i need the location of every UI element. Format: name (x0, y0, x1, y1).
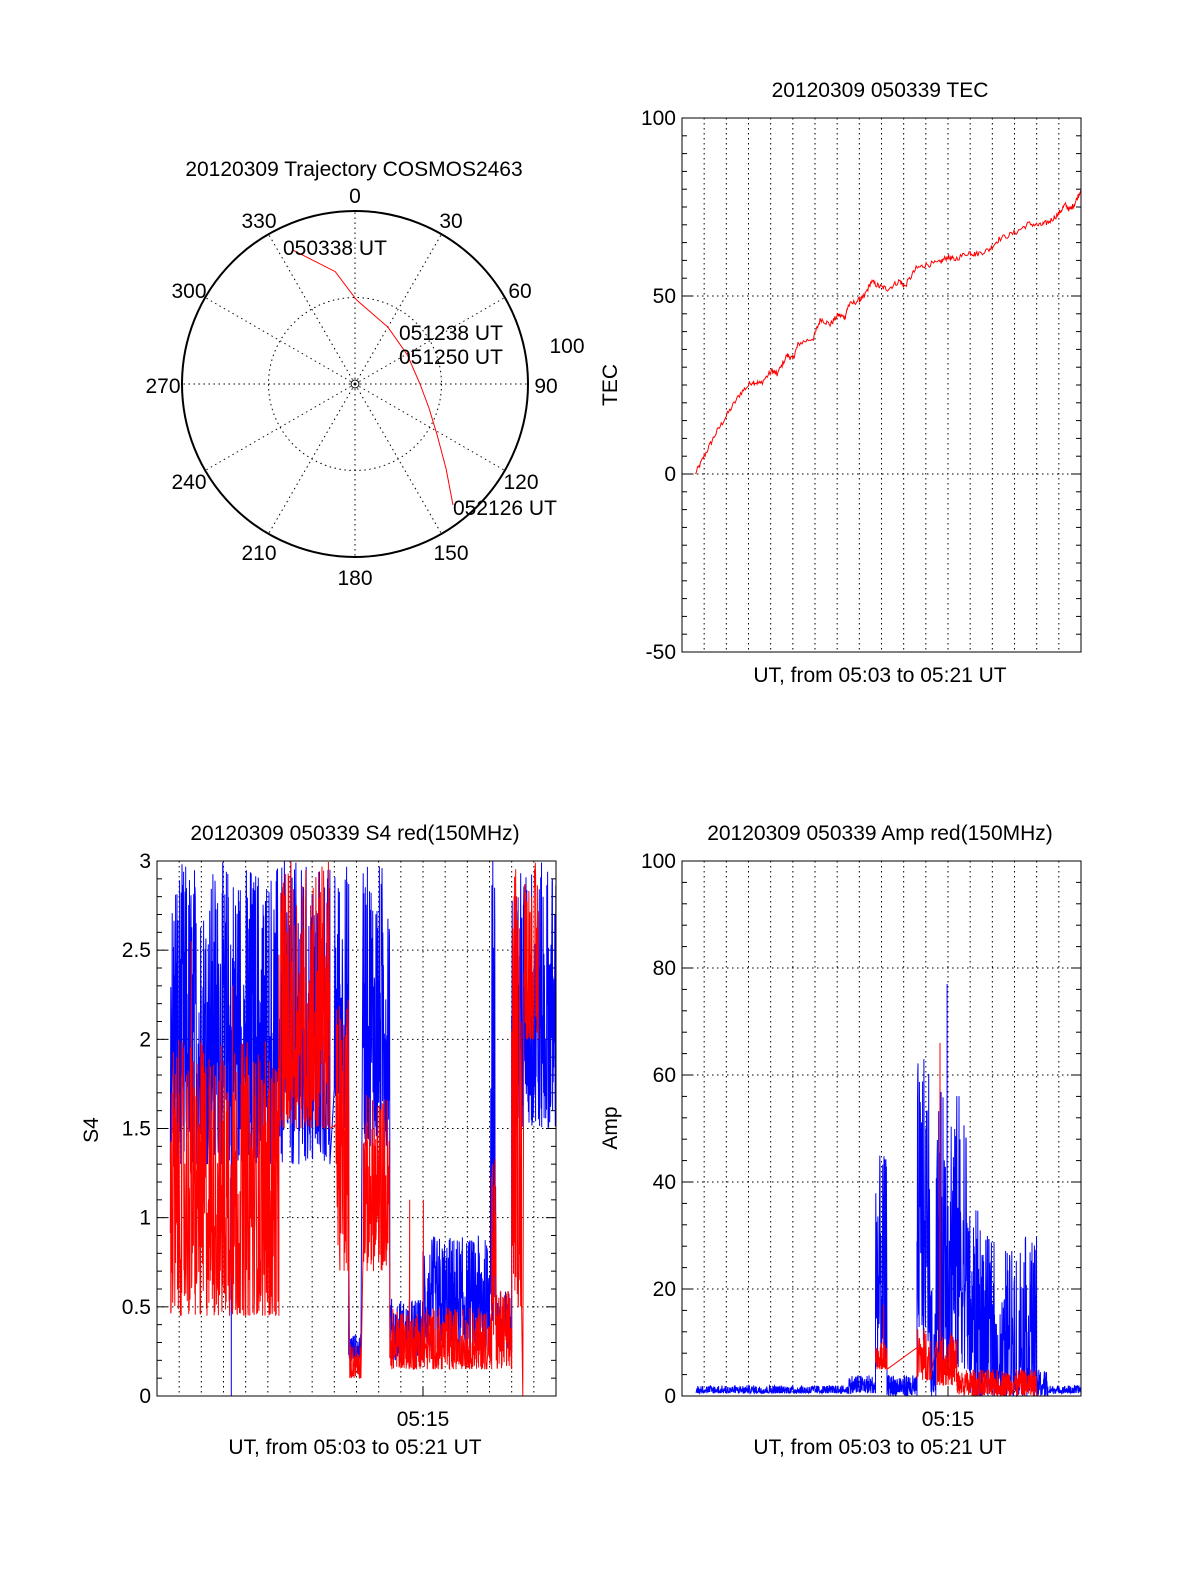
amp-series-blue (695, 983, 1082, 1398)
tec-x-axis-label: UT, from 05:03 to 05:21 UT (753, 664, 1006, 687)
tec-y-tick-label: -50 (646, 641, 676, 664)
amp-x-axis-label: UT, from 05:03 to 05:21 UT (753, 1436, 1006, 1459)
s4-chart: 20120309 050339 S4 red(150MHz) S4 UT, fr… (80, 822, 557, 1459)
polar-outer-circle (181, 210, 529, 558)
amp-y-tick-label: 80 (653, 957, 676, 980)
trajectory-mid-label-a: 051238 UT (399, 322, 503, 345)
angle-label-180: 180 (337, 567, 372, 590)
trajectory-start-label: 050338 UT (283, 237, 387, 260)
tec-plot-frame (681, 117, 1082, 653)
polar-spoke-30 (354, 233, 442, 385)
tec-y-tick-label: 100 (641, 107, 676, 130)
polar-spoke-330 (268, 233, 356, 385)
amp-y-tick-label: 100 (641, 850, 676, 873)
s4-y-tick-label: 1 (139, 1207, 151, 1230)
angle-label-30: 30 (439, 210, 462, 233)
s4-title: 20120309 050339 S4 red(150MHz) (190, 822, 519, 845)
s4-y-tick-label: 3 (139, 850, 151, 873)
amp-x-tick-label: 05:15 (922, 1408, 975, 1431)
s4-x-tick-label: 05:15 (397, 1408, 450, 1431)
s4-plot-frame (156, 860, 557, 1397)
tec-y-tick-label: 50 (653, 285, 676, 308)
amp-plot-frame (681, 860, 1082, 1397)
angle-label-210: 210 (241, 542, 276, 565)
angle-label-150: 150 (433, 542, 468, 565)
angle-label-0: 0 (349, 185, 361, 208)
amp-y-tick-label: 40 (653, 1171, 676, 1194)
amp-title: 20120309 050339 Amp red(150MHz) (707, 822, 1053, 845)
s4-y-tick-label: 1.5 (122, 1118, 151, 1141)
polar-center-mark (350, 379, 360, 389)
polar-trajectory-chart: 20120309 Trajectory COSMOS2463 0 30 60 9… (145, 158, 584, 590)
s4-x-axis-label: UT, from 05:03 to 05:21 UT (228, 1436, 481, 1459)
tec-y-tick-label: 0 (664, 463, 676, 486)
s4-y-tick-label: 0.5 (122, 1296, 151, 1319)
tec-y-axis-label: TEC (599, 364, 622, 406)
polar-grid (182, 211, 528, 557)
polar-spoke-300 (204, 297, 356, 385)
radius-label: 100 (549, 335, 584, 358)
trajectory-mid-label-b: 051250 UT (399, 346, 503, 369)
trajectory-line (292, 249, 454, 506)
amp-chart: 20120309 050339 Amp red(150MHz) Amp UT, … (599, 822, 1082, 1459)
amp-y-tick-label: 60 (653, 1064, 676, 1087)
s4-y-tick-label: 0 (139, 1385, 151, 1408)
amp-y-axis-label: Amp (599, 1106, 622, 1149)
angle-label-60: 60 (508, 280, 531, 303)
s4-y-tick-label: 2.5 (122, 939, 151, 962)
tec-title: 20120309 050339 TEC (772, 79, 989, 102)
s4-y-tick-label: 2 (139, 1028, 151, 1051)
tec-chart: 20120309 050339 TEC TEC UT, from 05:03 t… (599, 79, 1082, 687)
angle-label-330: 330 (241, 210, 276, 233)
angle-label-120: 120 (503, 471, 538, 494)
angle-label-300: 300 (171, 280, 206, 303)
angle-label-240: 240 (171, 471, 206, 494)
angle-label-270: 270 (145, 375, 180, 398)
s4-y-axis-label: S4 (80, 1117, 103, 1143)
polar-spoke-60 (354, 297, 506, 385)
polar-inner-circle (268, 297, 442, 471)
amp-y-tick-label: 0 (664, 1385, 676, 1408)
polar-title: 20120309 Trajectory COSMOS2463 (185, 158, 522, 181)
amp-y-tick-label: 20 (653, 1278, 676, 1301)
s4-series-blue (169, 860, 557, 1397)
amp-series-red (875, 1042, 1038, 1398)
trajectory-end-label: 052126 UT (453, 497, 557, 520)
angle-label-90: 90 (534, 375, 557, 398)
s4-series-red (169, 861, 539, 1397)
tec-series-TEC (695, 189, 1082, 475)
